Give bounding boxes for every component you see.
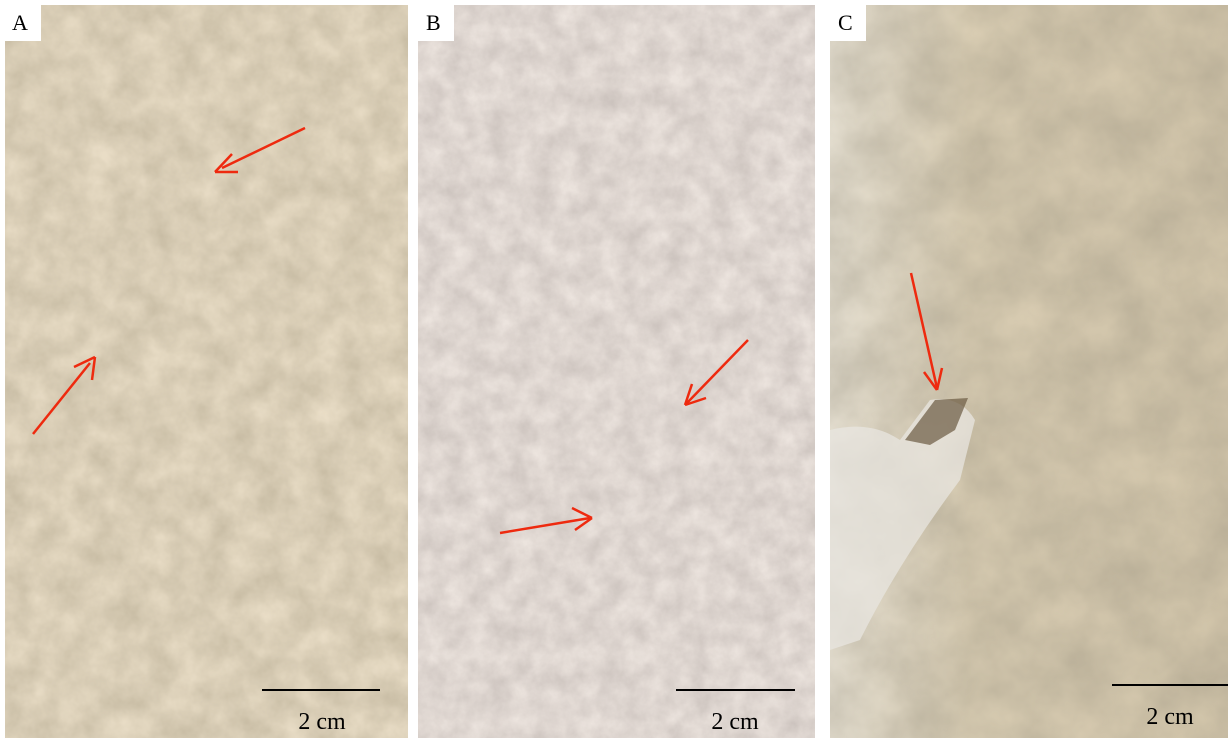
panel-c: C 2 cm <box>830 5 1228 738</box>
texture <box>418 5 815 738</box>
scale-bar-label: 2 cm <box>298 709 346 735</box>
panel-label: B <box>426 10 441 35</box>
texture <box>5 5 408 738</box>
figure: A 2 cm B 2 cm C 2 cm <box>0 0 1228 742</box>
scale-bar-label: 2 cm <box>711 709 759 735</box>
texture <box>830 5 1228 738</box>
panel-label: A <box>12 10 28 35</box>
panel-a: A 2 cm <box>5 5 408 738</box>
panel-b: B 2 cm <box>418 5 815 738</box>
panel-label: C <box>838 10 853 35</box>
scale-bar-label: 2 cm <box>1146 704 1194 730</box>
